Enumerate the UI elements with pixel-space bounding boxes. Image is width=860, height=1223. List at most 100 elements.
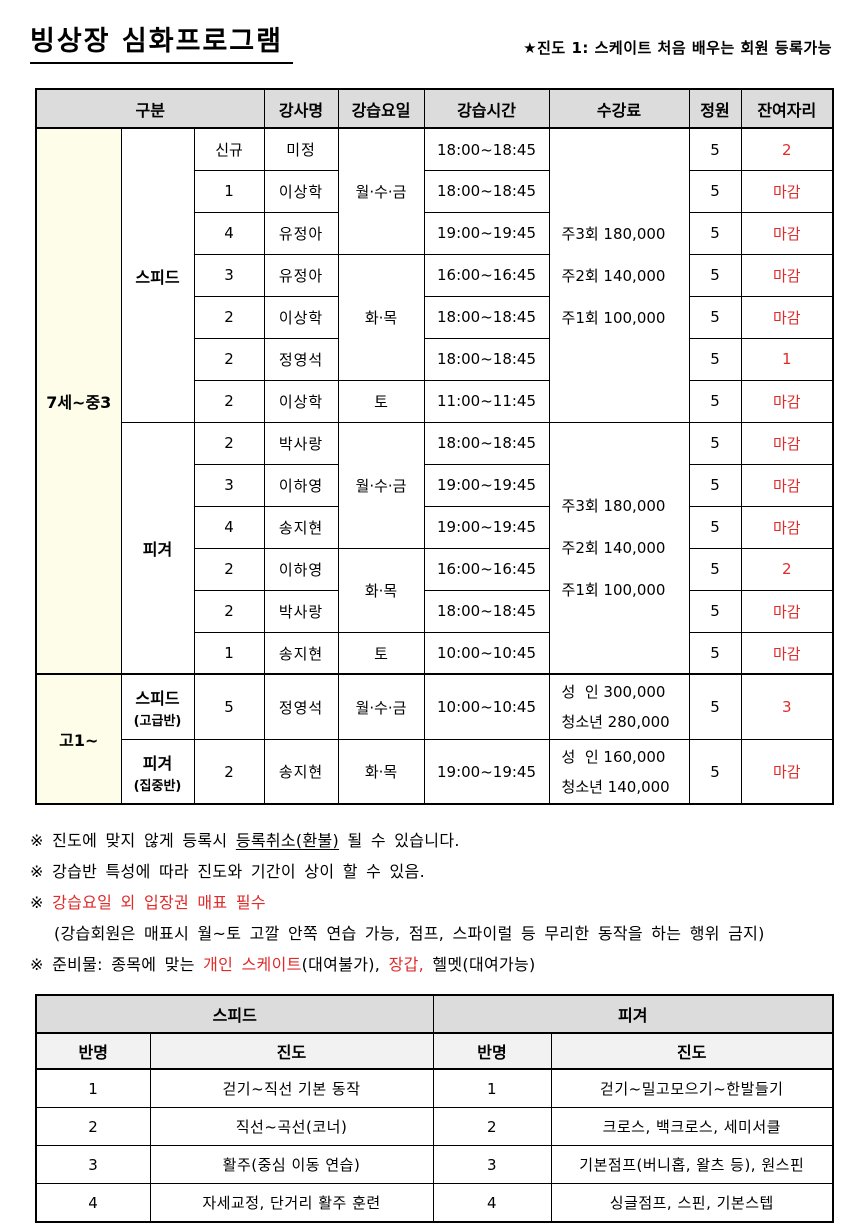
fee-line: 청소년 140,000 — [561, 777, 670, 796]
day-cell: 화·목 — [337, 547, 425, 633]
progress-cell: 활주(중심 이동 연습) — [149, 1145, 434, 1185]
teacher-cell: 유정아 — [263, 253, 339, 297]
class-cell: 2 — [432, 1107, 552, 1147]
class-cell: 4 — [35, 1183, 151, 1223]
time-cell: 18:00~18:45 — [423, 421, 550, 465]
class-cell: 1 — [432, 1068, 552, 1109]
note-equipment: ※ 준비물: 종목에 맞는 개인 스케이트(대여불가), 장갑, 헬멧(대여가능… — [30, 949, 860, 980]
level-cell: 신규 — [193, 127, 265, 171]
level-cell: 2 — [193, 379, 265, 423]
capacity-cell: 5 — [688, 673, 742, 740]
sport-name: 스피드 — [135, 689, 180, 709]
progress-cell: 걷기~밀고모으기~한발들기 — [550, 1068, 834, 1109]
progress-header: 진도 — [149, 1032, 434, 1071]
table-row: 2 이하영 화·목 16:00~16:45 5 2 — [36, 547, 834, 633]
teacher-cell: 유정아 — [263, 211, 339, 255]
table-row: 고1~ 스피드 (고급반) 5 정영석 월·수·금 10:00~10:45 성 … — [35, 673, 834, 805]
level-cell: 2 — [193, 547, 265, 591]
remaining-cell: 마감 — [740, 295, 834, 339]
progress-row: 2 직선~곡선(코너) 2 크로스, 백크로스, 세미서클 — [35, 1107, 834, 1147]
level-cell: 2 — [193, 421, 265, 465]
table-row: 1 이상학 18:00~18:45 5 마감 — [36, 169, 834, 213]
progress-cell: 자세교정, 단거리 활주 훈련 — [149, 1183, 434, 1223]
class-name-header: 반명 — [432, 1032, 552, 1071]
fee-cell: 성 인 300,000 청소년 280,000 — [548, 673, 690, 740]
time-cell: 10:00~10:45 — [423, 673, 550, 740]
capacity-cell: 5 — [688, 253, 742, 297]
header-capacity: 정원 — [688, 88, 742, 130]
sport-cell: 피겨 — [120, 421, 195, 675]
table-header-row: 구분 강사명 강습요일 강습시간 수강료 정원 잔여자리 — [35, 88, 834, 130]
level-cell: 3 — [193, 463, 265, 507]
level-cell: 2 — [193, 738, 265, 805]
teacher-cell: 송지현 — [263, 505, 339, 549]
level-cell: 5 — [193, 673, 265, 740]
progress-row: 1 걷기~직선 기본 동작 1 걷기~밀고모으기~한발들기 — [35, 1068, 834, 1109]
time-cell: 18:00~18:45 — [423, 589, 550, 633]
age-group-cell: 고1~ — [35, 673, 122, 805]
remaining-cell: 3 — [740, 673, 834, 740]
fee-line: 주3회 180,000 — [561, 497, 666, 516]
header-day: 강습요일 — [337, 88, 425, 130]
header-category: 구분 — [35, 88, 265, 130]
note-text: ※ 진도에 맞지 않게 등록시 — [30, 831, 236, 851]
teacher-cell: 이상학 — [263, 295, 339, 339]
remaining-cell: 2 — [740, 127, 834, 171]
day-cell: 월·수·금 — [337, 127, 425, 255]
fee-line: 성 인 160,000 — [561, 747, 666, 766]
fee-line: 성 인 300,000 — [561, 683, 666, 702]
teacher-cell: 이상학 — [263, 379, 339, 423]
note-ticket-required: ※ 강습요일 외 입장권 매표 필수 — [30, 887, 860, 918]
age-group-cell: 7세~중3 — [35, 127, 122, 675]
level-cell: 3 — [193, 253, 265, 297]
remaining-cell: 1 — [740, 337, 834, 381]
progress-cell: 싱글점프, 스핀, 기본스텝 — [550, 1183, 834, 1223]
class-cell: 3 — [35, 1145, 151, 1185]
teacher-cell: 정영석 — [263, 673, 339, 740]
progress-row: 3 활주(중심 이동 연습) 3 기본점프(버니홉, 왈츠 등), 원스핀 — [35, 1145, 834, 1185]
day-cell: 화·목 — [337, 738, 425, 805]
doc-header: 빙상장 심화프로그램 ★진도 1: 스케이트 처음 배우는 회원 등록가능 — [30, 26, 832, 65]
progress-header: 진도 — [550, 1032, 834, 1071]
time-cell: 16:00~16:45 — [423, 547, 550, 591]
page-title: 빙상장 심화프로그램 — [30, 26, 293, 65]
capacity-cell: 5 — [688, 547, 742, 591]
note-text: 헬멧(대여가능) — [424, 955, 536, 975]
remaining-cell: 마감 — [740, 421, 834, 465]
remaining-cell: 마감 — [740, 463, 834, 507]
progress-cell: 걷기~직선 기본 동작 — [149, 1068, 434, 1109]
note-text: (대여불가), — [301, 955, 389, 975]
time-cell: 19:00~19:45 — [423, 463, 550, 507]
teacher-cell: 박사랑 — [263, 421, 339, 465]
class-cell: 4 — [432, 1183, 552, 1223]
note-marker: ※ — [30, 893, 53, 913]
table-row: 2 정영석 18:00~18:45 5 1 — [36, 337, 834, 381]
note-red-text: 장갑, — [388, 955, 424, 975]
level-cell: 1 — [193, 169, 265, 213]
time-cell: 11:00~11:45 — [423, 379, 550, 423]
page-subtitle: ★진도 1: 스케이트 처음 배우는 회원 등록가능 — [523, 39, 832, 58]
sport-cell: 스피드 (고급반) — [120, 673, 195, 740]
capacity-cell: 5 — [688, 463, 742, 507]
time-cell: 10:00~10:45 — [423, 631, 550, 675]
remaining-cell: 마감 — [740, 505, 834, 549]
fee-cell: 주3회 180,000 주2회 140,000 주1회 100,000 — [548, 127, 690, 423]
progress-table: 스피드 피겨 반명 진도 반명 진도 1 걷기~직선 기본 동작 1 걷기~밀고… — [35, 994, 835, 1223]
table-row: 7세~중3 스피드 신규 미정 월·수·금 18:00~18:45 주3회 18… — [35, 127, 834, 675]
fee-line: 주1회 100,000 — [561, 581, 666, 600]
fee-cell: 주3회 180,000 주2회 140,000 주1회 100,000 — [548, 421, 690, 675]
schedule-table: 구분 강사명 강습요일 강습시간 수강료 정원 잔여자리 7세~중3 스피드 신… — [35, 88, 835, 806]
level-cell: 1 — [193, 631, 265, 675]
level-cell: 2 — [193, 337, 265, 381]
table-row: 피겨 (집중반) 2 송지현 화·목 19:00~19:45 성 인 160,0… — [36, 738, 834, 805]
level-cell: 4 — [193, 211, 265, 255]
time-cell: 18:00~18:45 — [423, 337, 550, 381]
teacher-cell: 이하영 — [263, 463, 339, 507]
capacity-cell: 5 — [688, 738, 742, 805]
capacity-cell: 5 — [688, 127, 742, 171]
day-cell: 월·수·금 — [337, 673, 425, 740]
progress-header-row: 스피드 피겨 — [35, 994, 834, 1035]
day-cell: 월·수·금 — [337, 421, 425, 549]
capacity-cell: 5 — [688, 421, 742, 465]
